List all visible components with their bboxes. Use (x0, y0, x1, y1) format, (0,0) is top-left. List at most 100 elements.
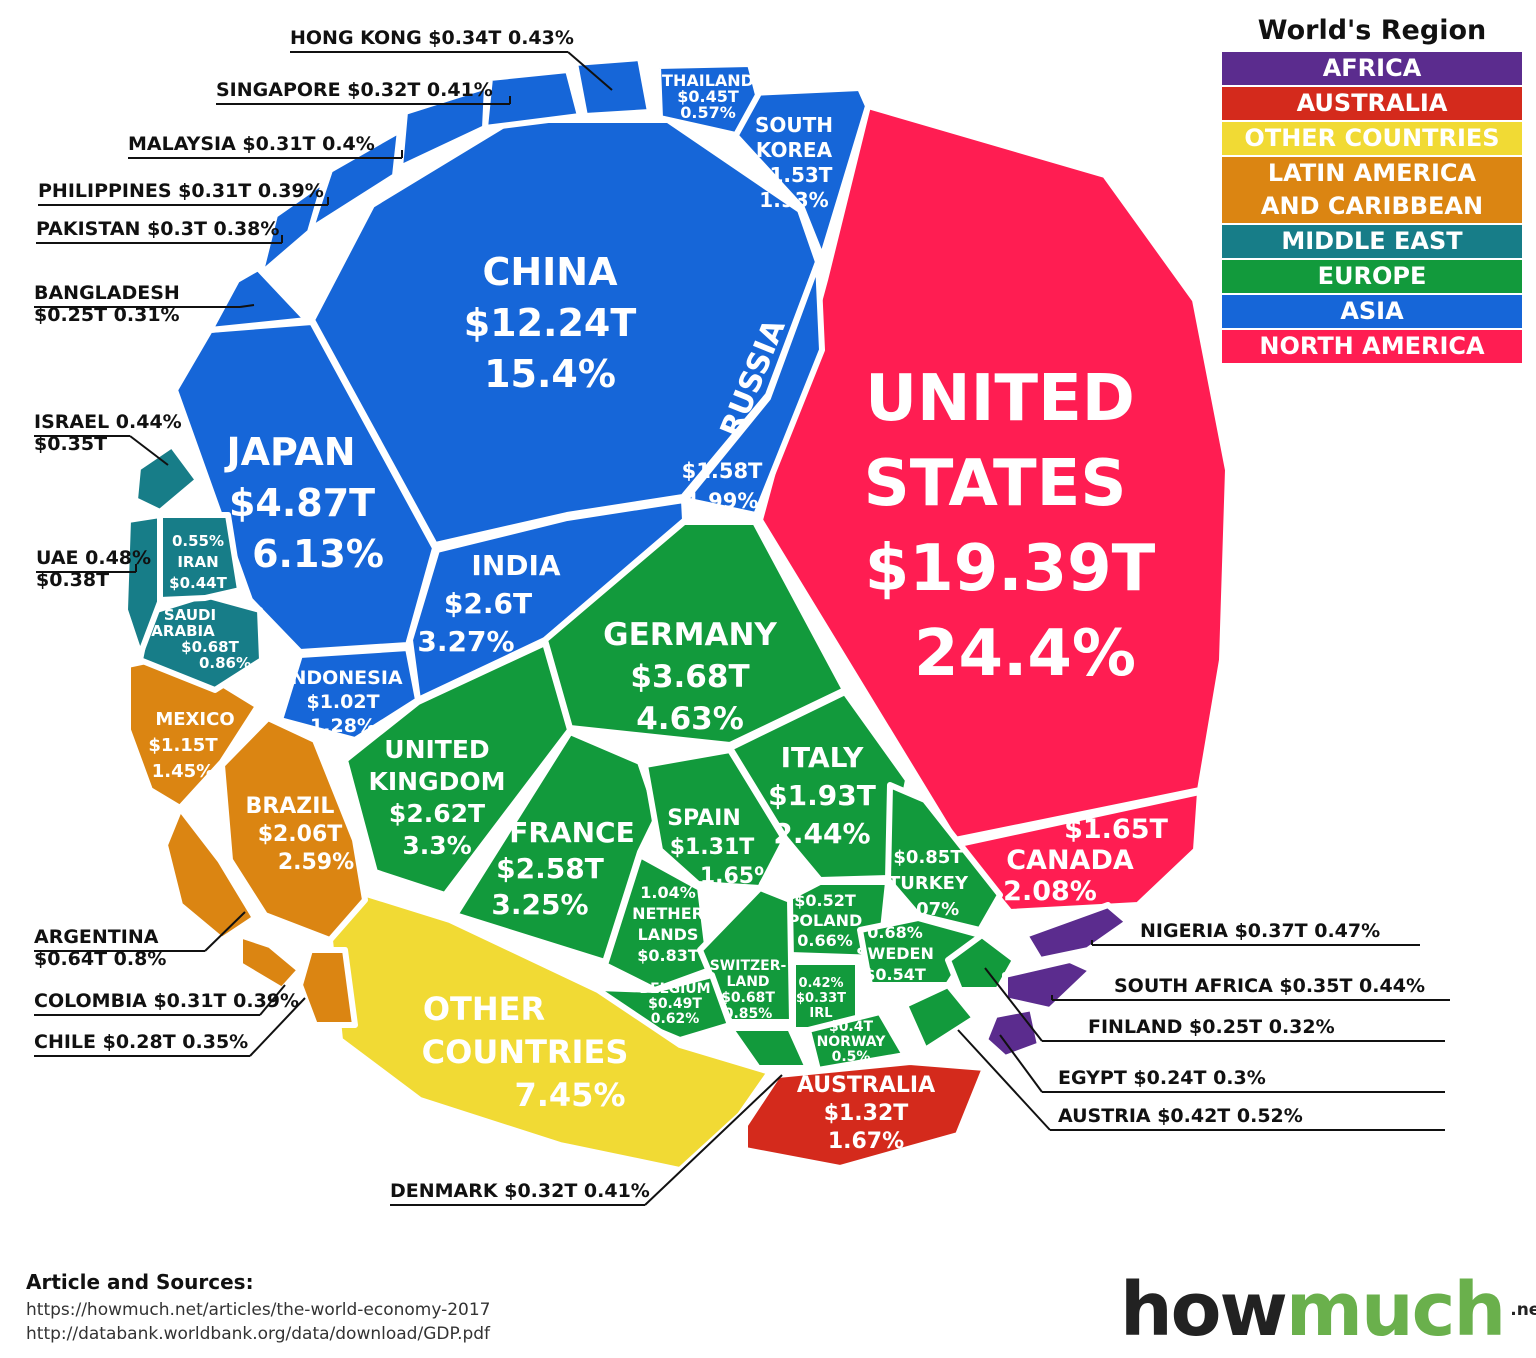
callout-leader-bangladesh (239, 304, 255, 308)
cell-label-saudi-arabia: $0.68T (181, 638, 239, 656)
cell-label-switzerland: $0.68T (721, 990, 775, 1006)
cell-label-united-kingdom: 3.3% (402, 831, 471, 860)
legend-item: EUROPE (1222, 260, 1522, 293)
cell-label-south-korea: 1.93% (759, 188, 828, 212)
cell-label-united-states: STATES (864, 447, 1127, 521)
cell-label-other-countries: COUNTRIES (422, 1033, 629, 1071)
cell-label-thailand: $0.45T (677, 87, 739, 106)
cell-label-spain: SPAIN (667, 806, 741, 831)
cell-label-south-korea: $1.53T (756, 163, 833, 187)
legend-rows: AFRICA AUSTRALIA OTHER COUNTRIES LATIN AMER… (1222, 52, 1522, 363)
brand-much: much (1285, 1267, 1506, 1353)
legend-title: World's Region (1257, 15, 1487, 46)
cell-label-japan: JAPAN (223, 430, 355, 474)
cell-label-saudi-arabia: 0.86% (199, 654, 251, 672)
cell-label-other-countries: 7.45% (514, 1076, 625, 1114)
callout-label-bangladesh: BANGLADESH (34, 282, 180, 304)
legend-item: AFRICA (1222, 52, 1522, 85)
cell-label-italy: $1.93T (768, 779, 876, 812)
cell-label-iran: 0.55% (172, 532, 224, 550)
cell-netherlands (602, 852, 713, 993)
callout-label-uae: $0.38T (36, 569, 109, 591)
cell-austria (902, 982, 978, 1053)
sources-title: Article and Sources: (26, 1270, 254, 1294)
cell-label-japan: $4.87T (229, 481, 375, 525)
cell-label-france: $2.58T (496, 852, 604, 885)
callout-leader-finland (984, 967, 1043, 1042)
cell-label-united-states: UNITED (865, 362, 1135, 436)
cell-thailand (655, 61, 761, 138)
brand-logo: howmuch.net (1120, 1270, 1536, 1350)
cell-label-united-states: $19.39T (865, 532, 1156, 606)
cell-label-france: FRANCE (509, 816, 634, 849)
cell-label-saudi-arabia: SAUDI (164, 606, 216, 624)
cell-label-china: 15.4% (484, 352, 616, 396)
cell-label-iran: IRAN (177, 553, 218, 571)
leaders-layer (34, 51, 1450, 1206)
cell-indonesia (277, 645, 421, 743)
cell-label-sweden: $0.54T (864, 965, 926, 984)
cell-label-switzerland: LAND (726, 974, 769, 990)
cell-nigeria (1022, 902, 1131, 963)
cell-label-russia-extra: $1.58T (682, 459, 763, 483)
cell-denmark (727, 1025, 811, 1071)
cell-israel (132, 442, 201, 515)
cell-label-switzerland: 0.85% (724, 1006, 773, 1022)
callout-label-pakistan: PAKISTAN $0.3T 0.38% (36, 218, 279, 240)
callout-label-finland: FINLAND $0.25T 0.32% (1088, 1016, 1335, 1038)
callout-label-argentina: ARGENTINA (34, 926, 159, 948)
cell-label-norway: $0.4T (829, 1019, 874, 1035)
cells-layer (122, 55, 1231, 1173)
cell-label-italy: 2.44% (773, 817, 870, 850)
cell-label-spain: $1.31T (670, 835, 755, 860)
callout-label-malaysia: MALAYSIA $0.31T 0.4% (128, 133, 375, 155)
cell-argentina (162, 805, 258, 943)
callout-label-philippines: PHILIPPINES $0.31T 0.39% (38, 180, 324, 202)
cell-label-netherlands: $0.83T (637, 946, 699, 965)
cell-label-belgium: 0.62% (651, 1011, 700, 1027)
sources: Article and Sources: https://howmuch.net… (26, 1270, 491, 1346)
cell-label-united-kingdom: KINGDOM (369, 767, 506, 796)
callout-leader-austria (957, 1029, 1051, 1131)
cell-label-india: $2.6T (444, 587, 532, 620)
cell-label-irl: $0.33T (796, 991, 846, 1006)
cell-colombia (237, 932, 303, 993)
cell-uae (122, 512, 163, 658)
cell-label-south-korea: SOUTH (755, 113, 833, 137)
cell-label-india: 3.27% (417, 625, 514, 658)
callout-leader-israel (129, 435, 169, 466)
cell-label-belgium: BELGIUM (639, 981, 710, 997)
cell-label-switzerland: SWITZER- (710, 958, 787, 974)
cell-label-mexico: MEXICO (155, 709, 234, 730)
cell-label-thailand: 0.57% (680, 103, 736, 122)
cell-label-brazil: BRAZIL (246, 794, 335, 819)
cell-south-africa (1002, 957, 1095, 1013)
legend-item: OTHER COUNTRIES (1222, 122, 1522, 155)
legend-item: ASIA (1222, 295, 1522, 328)
cell-label-germany: $3.68T (630, 659, 749, 695)
cell-label-australia: AUSTRALIA (797, 1073, 935, 1098)
source-link-article[interactable]: https://howmuch.net/articles/the-world-e… (26, 1300, 491, 1320)
cell-label-australia: 1.67% (828, 1129, 904, 1154)
brand-net: .net (1510, 1300, 1536, 1320)
cell-label-netherlands: LANDS (638, 925, 699, 944)
source-link-worldbank[interactable]: http://databank.worldbank.org/data/downl… (26, 1324, 491, 1344)
cell-hong-kong (572, 55, 653, 119)
cell-label-belgium: $0.49T (648, 996, 702, 1012)
callout-leader-argentina (204, 911, 246, 952)
legend-item: AUSTRALIA (1222, 87, 1522, 120)
cell-label-italy: ITALY (781, 741, 864, 774)
cell-chile (297, 947, 358, 1028)
cell-label-mexico: 1.45% (152, 761, 214, 782)
cell-label-canada: $1.65T (1064, 814, 1168, 845)
cell-canada (952, 789, 1203, 915)
brand-how: how (1120, 1267, 1288, 1353)
cell-australia (742, 1059, 988, 1171)
callout-label-argentina: $0.64T 0.8% (34, 948, 166, 970)
callout-label-israel: $0.35T (34, 433, 107, 455)
cell-label-poland: $0.52T (794, 891, 856, 910)
callout-leader-egypt (999, 1034, 1043, 1093)
cell-label-turkey: $0.85T (893, 847, 963, 868)
cell-label-brazil: 2.59% (278, 850, 354, 875)
